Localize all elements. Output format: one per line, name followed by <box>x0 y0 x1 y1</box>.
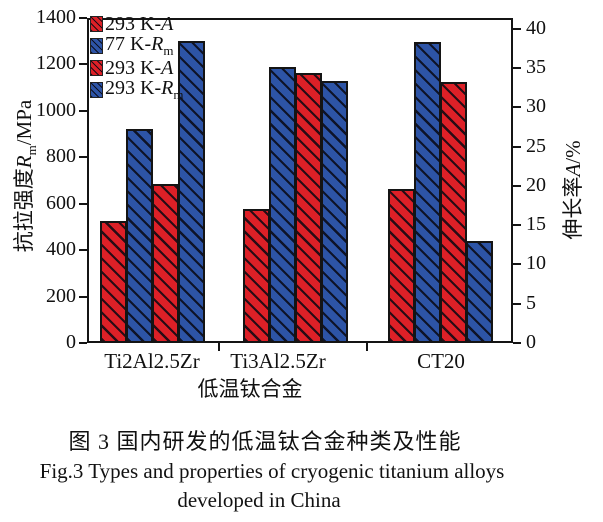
bar-Ti3Al2.5Zr-293 K-Rm <box>321 80 348 343</box>
x-category-label-CT20: CT20 <box>417 349 465 373</box>
legend-swatch-blue-icon <box>90 82 103 98</box>
left-axis-tick-label: 600 <box>46 191 76 214</box>
right-axis-tick-label: 35 <box>526 55 546 78</box>
right-axis-tick-label: 5 <box>526 291 536 314</box>
left-axis-tick <box>79 109 87 112</box>
legend-item-293 K-Rm: 293 K-Rm <box>90 77 184 102</box>
bar-CT20-293 K-A <box>440 82 467 343</box>
caption-en-line1: Fig.3 Types and properties of cryogenic … <box>39 459 505 483</box>
legend-label: 293 K-Rm <box>105 77 184 102</box>
legend-label: 293 K-A <box>105 56 174 79</box>
left-axis-tick-label: 1400 <box>36 6 76 28</box>
right-axis-tick-label: 0 <box>526 331 536 353</box>
left-axis-tick <box>79 202 87 205</box>
bar-Ti3Al2.5Zr-293 K-A <box>295 72 322 343</box>
right-axis-tick-label: 15 <box>526 213 546 236</box>
left-axis-tick <box>79 156 87 159</box>
x-category-label-Ti2Al2.5Zr: Ti2Al2.5Zr <box>104 349 200 373</box>
right-axis-tick <box>513 66 521 69</box>
left-axis-tick <box>79 17 87 19</box>
right-axis-tick-label: 10 <box>526 252 546 275</box>
legend-swatch-blue-icon <box>90 38 103 54</box>
right-axis-tick <box>513 263 521 266</box>
bar-Ti2Al2.5Zr-293 K-A <box>100 221 127 343</box>
right-axis-tick-label: 25 <box>526 134 546 157</box>
bar-CT20-293 K-Rm <box>466 240 493 343</box>
legend-label: 77 K-Rm <box>105 33 174 58</box>
right-axis-tick-label: 20 <box>526 173 546 196</box>
bar-Ti2Al2.5Zr-293 K-Rm <box>178 41 205 343</box>
legend-swatch-red-icon <box>90 16 103 32</box>
left-axis-tick-label: 400 <box>46 238 76 261</box>
right-axis-tick <box>513 27 521 30</box>
bar-CT20-293 K-A <box>388 188 415 343</box>
right-axis-tick <box>513 342 521 344</box>
legend-item-293 K-A: 293 K-A <box>90 13 183 35</box>
bar-Ti2Al2.5Zr-77 K-Rm <box>126 129 153 343</box>
left-axis-tick-label: 200 <box>46 284 76 307</box>
bar-Ti3Al2.5Zr-77 K-Rm <box>269 66 296 343</box>
right-axis-tick <box>513 184 521 187</box>
right-axis-tick-label: 30 <box>526 95 546 118</box>
left-axis-tick <box>79 63 87 66</box>
left-axis-tick-label: 1000 <box>36 98 76 121</box>
x-category-label-Ti3Al2.5Zr: Ti3Al2.5Zr <box>230 349 326 373</box>
left-axis-tick-label: 1200 <box>36 52 76 75</box>
legend-swatch-red-icon <box>90 60 103 76</box>
bar-CT20-77 K-Rm <box>414 42 441 343</box>
left-axis-tick <box>79 295 87 298</box>
left-axis-tick-label: 800 <box>46 145 76 168</box>
right-axis-tick <box>513 224 521 227</box>
caption-en-line2: developed in China <box>177 488 341 512</box>
left-axis-tick <box>79 342 87 344</box>
right-axis-tick-label: 40 <box>526 16 546 39</box>
legend-item-77 K-Rm: 77 K-Rm <box>90 33 183 58</box>
right-axis-tick <box>513 106 521 109</box>
caption-cn: 图 3 国内研发的低温钛合金种类及性能 <box>68 429 462 454</box>
x-axis-tick <box>366 343 368 351</box>
x-axis-label: 低温钛合金 <box>197 377 303 401</box>
bar-Ti3Al2.5Zr-293 K-A <box>243 209 270 343</box>
left-axis-tick-label: 0 <box>66 331 76 353</box>
legend-item-293 K-A: 293 K-A <box>90 57 183 79</box>
right-axis-tick <box>513 302 521 305</box>
legend: 293 K-A 77 K-Rm 293 K-A 293 K-Rm <box>90 13 184 102</box>
x-axis-tick <box>218 343 220 351</box>
right-axis-tick <box>513 145 521 148</box>
y-axis-label-left: 抗拉强度Rm/MPa <box>11 99 40 253</box>
left-axis-tick <box>79 249 87 252</box>
bar-Ti2Al2.5Zr-293 K-A <box>152 184 179 343</box>
